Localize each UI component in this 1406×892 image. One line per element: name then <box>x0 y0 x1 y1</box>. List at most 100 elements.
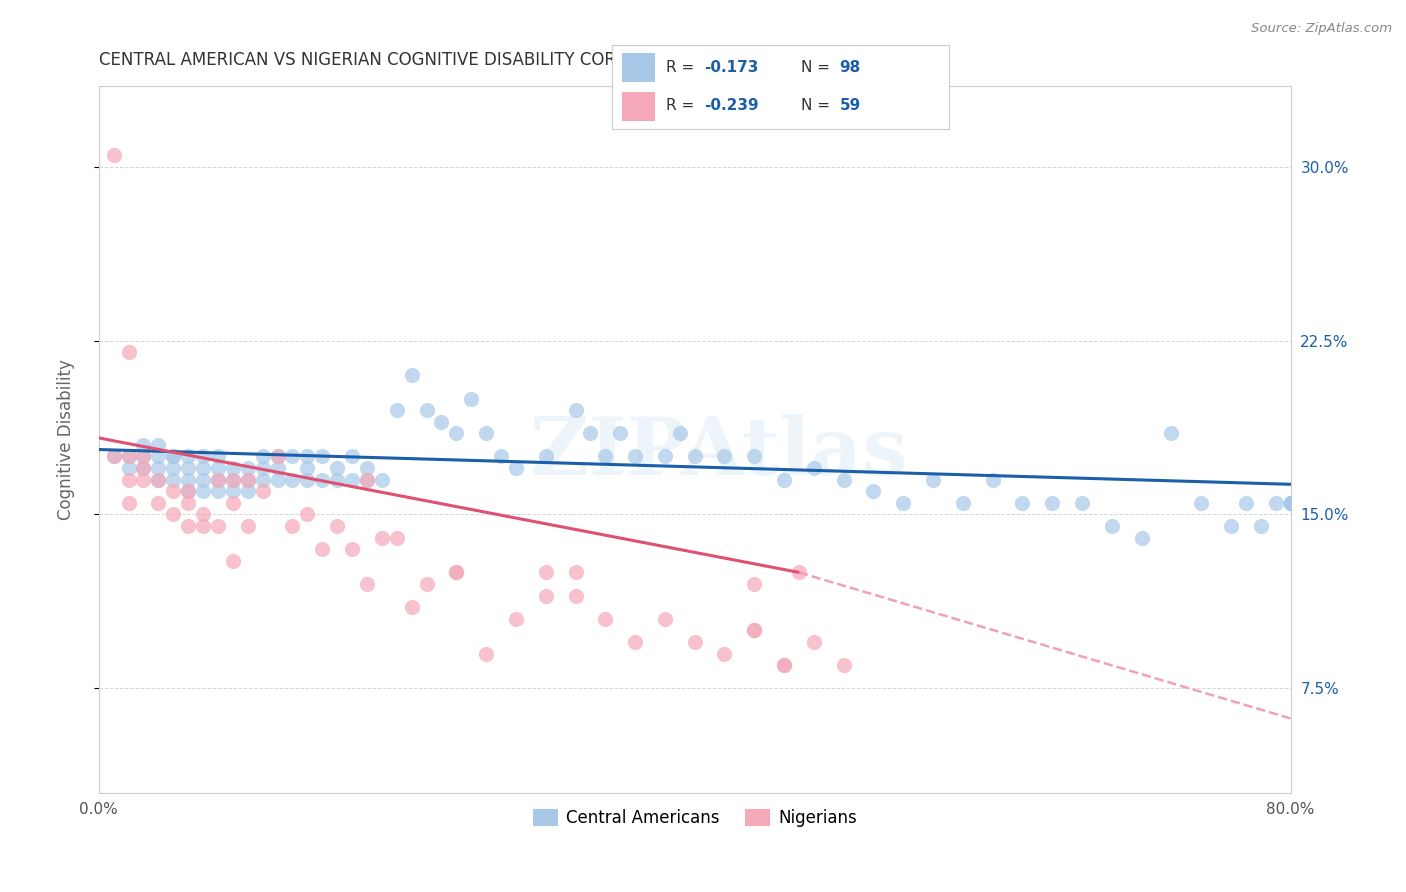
Point <box>177 484 200 499</box>
Point <box>177 496 200 510</box>
Point <box>1160 426 1182 441</box>
Point <box>401 600 423 615</box>
Point <box>1101 519 1123 533</box>
Legend: Central Americans, Nigerians: Central Americans, Nigerians <box>526 802 863 834</box>
Point <box>624 635 647 649</box>
Point <box>1279 496 1302 510</box>
Point <box>222 473 245 487</box>
Point <box>252 450 274 464</box>
Point <box>297 450 319 464</box>
Point <box>177 484 200 499</box>
Point <box>177 461 200 475</box>
Point <box>132 438 155 452</box>
Point <box>191 473 214 487</box>
Point <box>266 461 288 475</box>
Point <box>595 612 617 626</box>
Point <box>177 519 200 533</box>
Point <box>773 658 796 673</box>
Point <box>252 473 274 487</box>
Text: R =: R = <box>665 98 699 113</box>
Point <box>952 496 974 510</box>
Point <box>534 566 557 580</box>
Point <box>132 450 155 464</box>
Point <box>803 635 825 649</box>
Point <box>148 496 170 510</box>
Point <box>713 647 735 661</box>
Point <box>103 148 125 162</box>
Point <box>191 484 214 499</box>
Point <box>356 473 378 487</box>
Point <box>207 461 229 475</box>
Point <box>742 624 765 638</box>
Point <box>281 450 304 464</box>
Point <box>162 450 184 464</box>
Point <box>683 635 706 649</box>
Point <box>1279 496 1302 510</box>
Point <box>430 415 453 429</box>
Point <box>446 426 468 441</box>
Text: 98: 98 <box>839 60 860 75</box>
Point <box>236 461 259 475</box>
Point <box>415 403 437 417</box>
Point <box>1279 496 1302 510</box>
Text: ZIPAtlas: ZIPAtlas <box>530 414 907 492</box>
Point <box>595 450 617 464</box>
Point <box>222 473 245 487</box>
Point <box>311 473 333 487</box>
Point <box>191 450 214 464</box>
Text: N =: N = <box>800 60 834 75</box>
Point <box>654 450 676 464</box>
Point <box>564 566 586 580</box>
Point <box>564 403 586 417</box>
Point <box>415 577 437 591</box>
Point <box>371 473 394 487</box>
Text: N =: N = <box>800 98 834 113</box>
Point <box>132 461 155 475</box>
Point <box>340 542 363 557</box>
Point <box>236 473 259 487</box>
Point <box>117 450 139 464</box>
Point <box>371 531 394 545</box>
Y-axis label: Cognitive Disability: Cognitive Disability <box>58 359 75 519</box>
Point <box>832 658 855 673</box>
Text: 59: 59 <box>839 98 860 113</box>
Point <box>713 450 735 464</box>
Text: -0.239: -0.239 <box>704 98 759 113</box>
Point <box>177 473 200 487</box>
Point <box>266 473 288 487</box>
Point <box>117 473 139 487</box>
Point <box>534 450 557 464</box>
Point <box>148 450 170 464</box>
Point <box>742 577 765 591</box>
Point <box>1071 496 1094 510</box>
Point <box>356 473 378 487</box>
Point <box>654 612 676 626</box>
Point <box>207 473 229 487</box>
Point <box>326 519 349 533</box>
Point <box>609 426 631 441</box>
Point <box>117 450 139 464</box>
Point <box>297 473 319 487</box>
Point <box>222 484 245 499</box>
Point <box>132 473 155 487</box>
Point <box>132 450 155 464</box>
Point <box>356 577 378 591</box>
Point <box>579 426 602 441</box>
Point <box>891 496 914 510</box>
Point <box>446 566 468 580</box>
Point <box>162 461 184 475</box>
Point <box>1220 519 1243 533</box>
Point <box>1250 519 1272 533</box>
Point <box>683 450 706 464</box>
Point <box>207 484 229 499</box>
Point <box>340 473 363 487</box>
Text: -0.173: -0.173 <box>704 60 759 75</box>
Point <box>489 450 512 464</box>
Point <box>236 484 259 499</box>
Point <box>162 450 184 464</box>
Point <box>862 484 884 499</box>
Point <box>148 438 170 452</box>
Point <box>103 450 125 464</box>
Point <box>668 426 690 441</box>
Point <box>162 508 184 522</box>
